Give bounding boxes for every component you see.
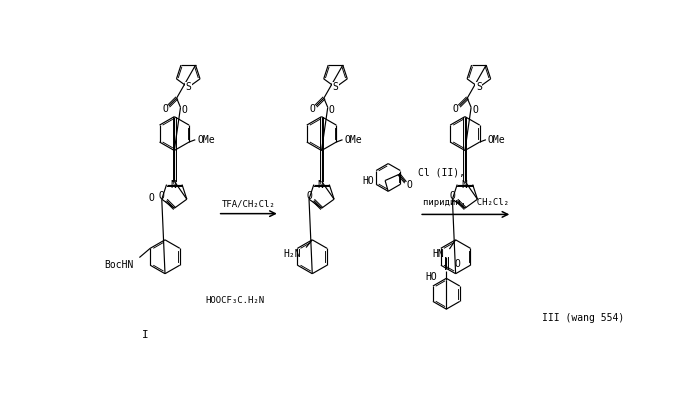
Text: Cl (II),: Cl (II), — [418, 168, 465, 178]
Text: S: S — [476, 82, 482, 92]
Text: III (wang 554): III (wang 554) — [542, 312, 624, 323]
Text: O: O — [454, 260, 460, 270]
Text: HOOCF₃C.H₂N: HOOCF₃C.H₂N — [205, 296, 265, 305]
Text: S: S — [186, 82, 191, 92]
Text: H₂N: H₂N — [284, 249, 302, 259]
Text: OMe: OMe — [197, 135, 215, 145]
Text: S: S — [332, 82, 338, 92]
Text: OMe: OMe — [344, 135, 362, 145]
Text: пиридин,  CH₂Cl₂: пиридин, CH₂Cl₂ — [423, 198, 509, 207]
Text: O: O — [453, 104, 459, 114]
Text: I: I — [142, 330, 149, 340]
Text: HO: HO — [363, 176, 375, 186]
Text: N: N — [170, 180, 176, 189]
Text: O: O — [407, 180, 413, 190]
Text: HN: HN — [433, 249, 444, 259]
Text: TFA/CH₂Cl₂: TFA/CH₂Cl₂ — [222, 200, 276, 209]
Text: O: O — [472, 105, 478, 116]
Text: N: N — [461, 180, 467, 189]
Text: BocHN: BocHN — [104, 260, 133, 270]
Text: O: O — [159, 191, 164, 201]
Text: O: O — [148, 193, 154, 203]
Text: O: O — [181, 105, 188, 116]
Text: O: O — [449, 191, 456, 201]
Text: S: S — [332, 82, 338, 92]
Text: O: O — [306, 191, 312, 201]
Text: N: N — [318, 180, 323, 189]
Text: O: O — [162, 104, 168, 114]
Text: S: S — [476, 82, 482, 92]
Text: O: O — [309, 104, 315, 114]
Text: O: O — [329, 105, 335, 116]
Text: OMe: OMe — [488, 135, 505, 145]
Text: HO: HO — [426, 272, 437, 282]
Text: S: S — [186, 82, 191, 92]
